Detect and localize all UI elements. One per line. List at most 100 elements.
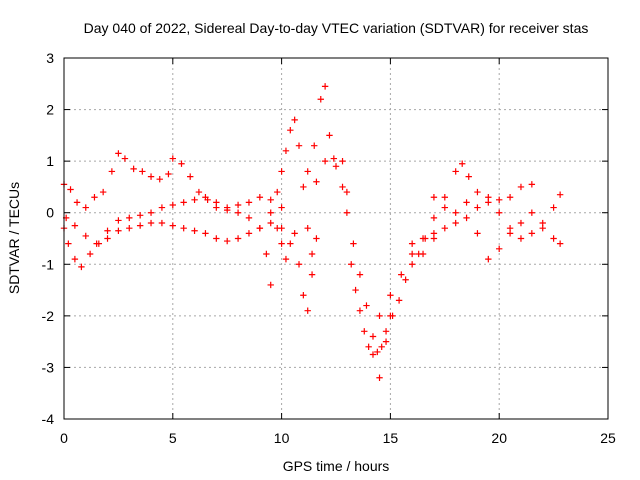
data-point — [452, 168, 459, 175]
data-point — [402, 276, 409, 283]
axis-ticks: 0 5 10 15 20 25 -4 -3 -2 -1 0 1 2 3 — [42, 50, 616, 446]
data-point — [506, 194, 514, 201]
data-point — [99, 188, 107, 196]
y-tick-label: 2 — [46, 102, 54, 118]
grid-lines — [64, 58, 608, 419]
data-point — [73, 199, 81, 206]
data-point — [274, 188, 281, 196]
data-point — [348, 261, 355, 268]
data-point — [313, 235, 320, 242]
data-point — [82, 204, 89, 211]
data-point — [452, 209, 459, 216]
y-axis-label: SDTVAR / TECUs — [6, 182, 22, 294]
data-point — [282, 255, 290, 263]
data-point — [395, 297, 403, 304]
data-point — [93, 240, 100, 247]
data-point — [282, 147, 290, 155]
data-point — [287, 127, 294, 134]
data-point — [356, 271, 364, 278]
data-point — [539, 219, 546, 227]
data-point — [304, 168, 311, 175]
data-point — [82, 232, 89, 240]
y-tick-label: 1 — [46, 153, 54, 169]
data-point — [474, 204, 481, 211]
data-point — [556, 191, 564, 198]
data-point — [317, 96, 324, 103]
data-point — [485, 255, 492, 263]
data-point — [136, 212, 144, 219]
data-point — [158, 204, 166, 211]
data-point — [308, 271, 316, 278]
data-point — [369, 351, 377, 358]
data-point — [126, 214, 133, 222]
data-point — [71, 255, 79, 263]
data-point — [339, 183, 346, 191]
data-point — [550, 204, 557, 211]
data-point — [496, 196, 503, 204]
series-satellite-track-10 — [408, 191, 564, 263]
x-axis-label: GPS time / hours — [283, 458, 390, 474]
series-satellite-track-4 — [169, 155, 285, 214]
data-point — [147, 173, 155, 180]
data-point — [71, 222, 79, 229]
data-point — [169, 222, 176, 229]
data-point — [352, 286, 359, 294]
data-point — [104, 235, 111, 242]
data-point — [78, 263, 85, 271]
data-point — [350, 240, 357, 247]
plot-area-frame — [63, 57, 609, 420]
data-point — [441, 204, 448, 211]
data-point — [191, 227, 198, 234]
data-point — [463, 214, 470, 222]
data-point — [365, 343, 372, 350]
data-point — [459, 160, 466, 167]
data-point — [267, 209, 274, 216]
data-point — [278, 240, 285, 247]
data-point — [278, 168, 285, 175]
series-satellite-track-7 — [304, 83, 394, 358]
x-tick-label: 0 — [60, 430, 68, 446]
data-point — [245, 199, 253, 206]
data-point — [178, 160, 185, 167]
data-point — [517, 235, 525, 242]
data-point — [463, 199, 470, 206]
series-satellite-track-5 — [267, 116, 320, 258]
data-point — [91, 194, 98, 201]
data-point — [376, 374, 383, 381]
data-point — [67, 186, 74, 193]
data-point — [263, 250, 270, 258]
data-point — [295, 261, 303, 268]
data-point — [180, 199, 187, 206]
series-satellite-track-11 — [430, 194, 564, 247]
data-point — [339, 157, 346, 165]
data-point — [330, 155, 338, 162]
data-point — [496, 209, 503, 216]
data-point — [474, 230, 481, 237]
data-point — [398, 271, 405, 278]
data-point — [465, 173, 472, 180]
data-point — [104, 227, 111, 234]
data-point — [430, 235, 438, 242]
data-point — [474, 188, 481, 196]
data-point — [245, 230, 253, 237]
data-point — [291, 230, 298, 237]
data-point — [430, 214, 438, 222]
data-point — [382, 338, 390, 345]
data-point — [485, 199, 492, 206]
data-point — [300, 183, 307, 191]
data-point — [528, 230, 536, 237]
series-satellite-track-1 — [60, 150, 172, 211]
data-point — [256, 224, 264, 232]
data-point — [308, 250, 316, 258]
data-point — [430, 194, 438, 201]
data-point — [195, 188, 203, 196]
data-point — [158, 219, 166, 227]
chart-title: Day 040 of 2022, Sidereal Day-to-day VTE… — [84, 20, 589, 36]
data-point — [378, 343, 385, 350]
x-tick-label: 25 — [600, 430, 616, 446]
y-tick-label: 0 — [46, 205, 54, 221]
data-point — [139, 168, 146, 175]
data-point — [291, 116, 298, 124]
data-point — [343, 209, 351, 216]
